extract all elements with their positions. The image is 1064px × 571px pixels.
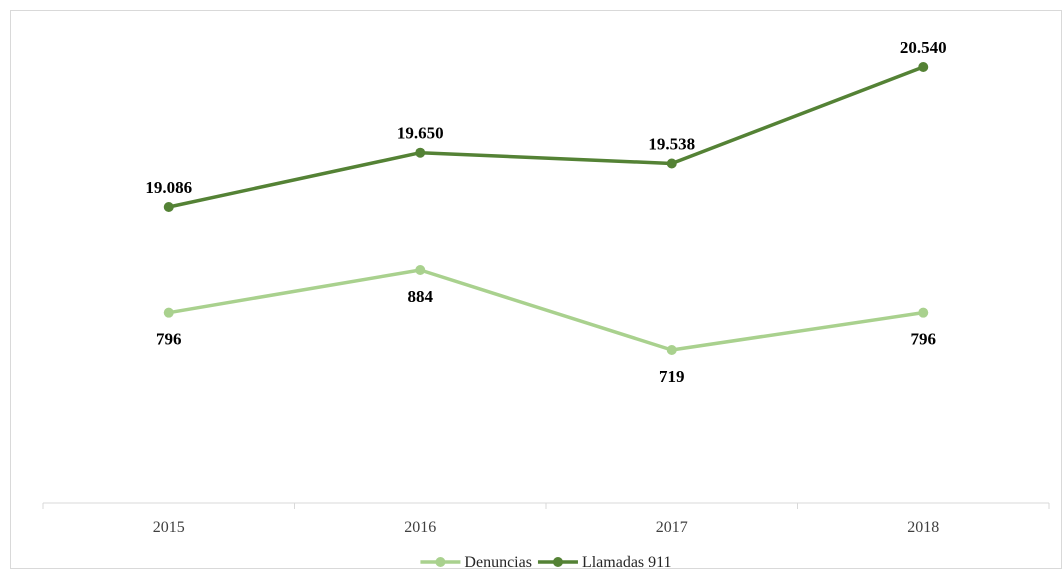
data-label-llamadas-911-2015: 19.086 bbox=[145, 178, 192, 197]
data-labels: 796 884 719 796 19.086 19.650 19.538 20.540 bbox=[145, 38, 946, 386]
data-label-denuncias-2016: 884 bbox=[408, 287, 434, 306]
data-point-llamadas-911-2016 bbox=[415, 147, 426, 158]
legend-marker-denuncias bbox=[435, 557, 446, 567]
legend-marker-llamadas-911 bbox=[552, 557, 563, 567]
x-tick-label-2015: 2015 bbox=[153, 519, 185, 536]
data-point-llamadas-911-2015 bbox=[163, 202, 174, 212]
data-label-llamadas-911-2016: 19.650 bbox=[397, 124, 444, 143]
x-tick-label-2017: 2017 bbox=[656, 519, 688, 536]
data-point-llamadas-911-2018 bbox=[918, 62, 929, 72]
legend: Denuncias Llamadas 911 bbox=[420, 554, 672, 571]
data-label-denuncias-2018: 796 bbox=[911, 330, 937, 349]
data-label-denuncias-2015: 796 bbox=[156, 330, 182, 349]
data-point-denuncias-2018 bbox=[918, 307, 929, 318]
series-line-denuncias bbox=[167, 268, 925, 352]
data-point-denuncias-2017 bbox=[666, 345, 677, 355]
data-label-llamadas-911-2018: 20.540 bbox=[900, 38, 947, 57]
series-lines bbox=[167, 65, 925, 352]
x-tick-label-2018: 2018 bbox=[907, 519, 939, 536]
data-label-llamadas-911-2017: 19.538 bbox=[648, 134, 695, 153]
legend-label-denuncias: Denuncias bbox=[464, 554, 532, 571]
data-point-llamadas-911-2017 bbox=[666, 158, 677, 169]
series-line-llamadas-911 bbox=[167, 65, 925, 209]
x-axis-ticks bbox=[42, 503, 1050, 509]
x-tick-label-2016: 2016 bbox=[404, 519, 436, 536]
x-axis-tick-labels: 2015 2016 2017 2018 bbox=[153, 519, 940, 536]
series-markers bbox=[163, 62, 929, 355]
data-point-denuncias-2016 bbox=[415, 265, 426, 275]
chart-frame bbox=[10, 10, 1062, 569]
data-label-denuncias-2017: 719 bbox=[659, 367, 685, 386]
data-point-denuncias-2015 bbox=[163, 307, 174, 318]
legend-label-llamadas-911: Llamadas 911 bbox=[582, 554, 672, 571]
